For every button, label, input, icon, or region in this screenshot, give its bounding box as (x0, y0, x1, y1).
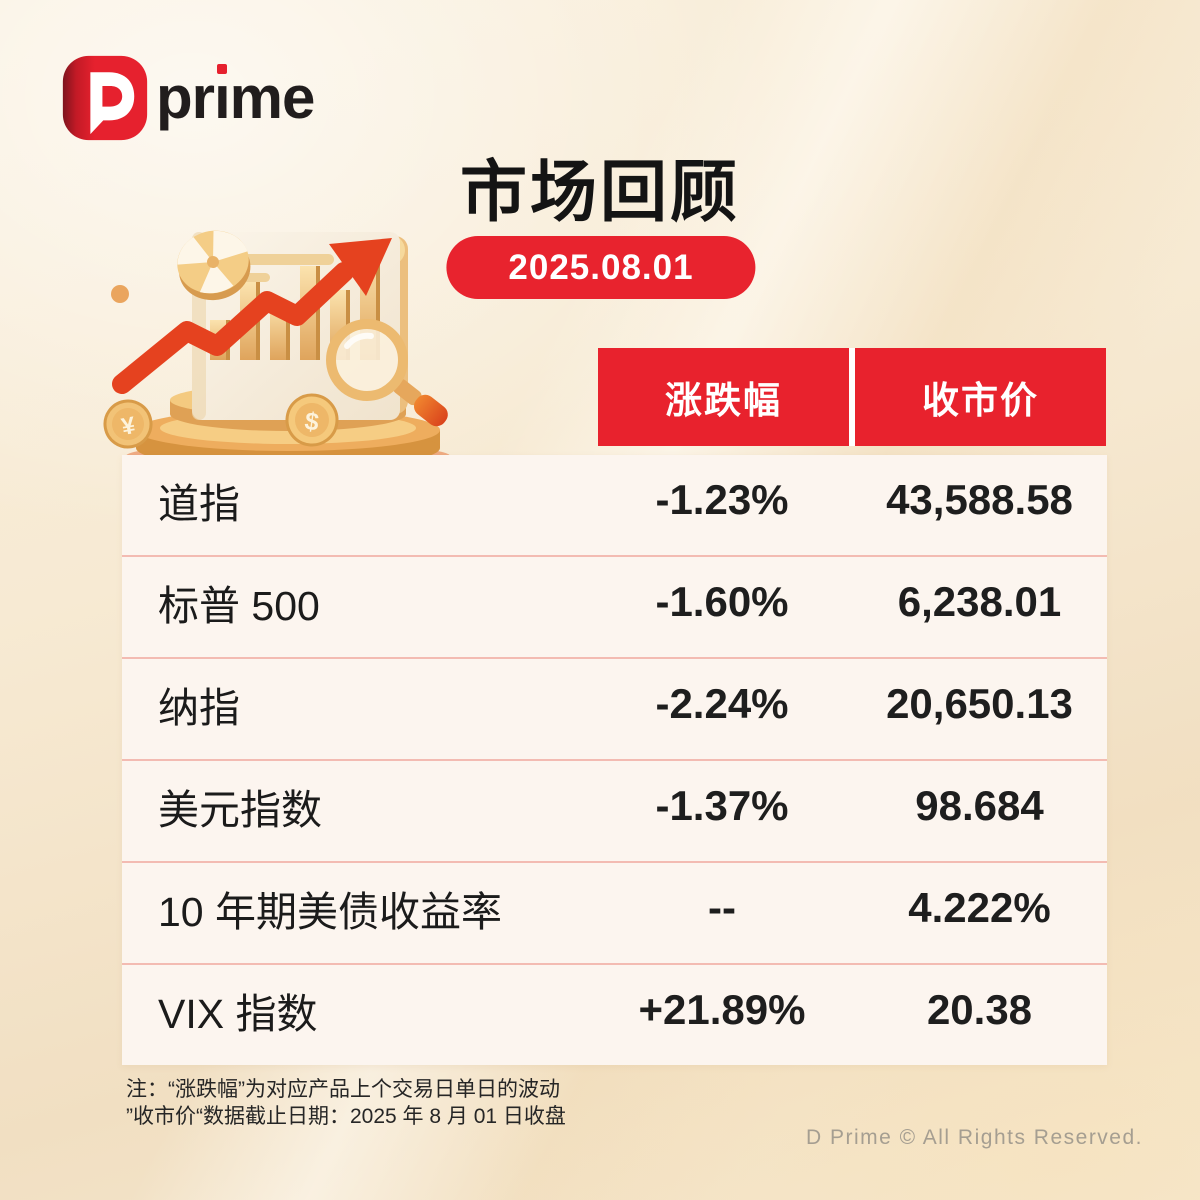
row-change: +21.89% (638, 986, 806, 1033)
dprime-logo-icon (62, 55, 148, 141)
row-label: 10 年期美债收益率 (158, 889, 502, 935)
table-row: VIX 指数 +21.89% 20.38 (122, 963, 1107, 1065)
row-close: 6,238.01 (897, 578, 1062, 625)
brand-text-post: me (229, 64, 316, 131)
brand-wordmark: pr ı me (156, 55, 316, 141)
footnote-line-2: ”收市价“数据截止日期：2025 年 8 月 01 日收盘 (126, 1105, 566, 1128)
copyright-text: D Prime © All Rights Reserved. (805, 1126, 1143, 1149)
dollar-coin-icon: $ (285, 393, 339, 447)
row-close: 4.222% (908, 884, 1051, 931)
market-illustration: ¥ $ (103, 230, 450, 469)
table-row: 10 年期美债收益率 -- 4.222% (122, 861, 1107, 963)
table-row: 道指 -1.23% 43,588.58 (122, 455, 1107, 555)
row-close: 20,650.13 (886, 680, 1073, 727)
table-row: 标普 500 -1.60% 6,238.01 (122, 555, 1107, 657)
date-badge: 2025.08.01 (446, 236, 756, 299)
row-label: 纳指 (158, 685, 240, 731)
column-header-close: 收市价 (855, 348, 1106, 446)
row-change: -- (708, 884, 736, 931)
table-row: 纳指 -2.24% 20,650.13 (122, 657, 1107, 759)
row-change: -1.37% (655, 782, 789, 829)
trend-arrow-icon (112, 238, 392, 394)
magnifier-icon (326, 319, 448, 427)
row-label: 道指 (158, 481, 240, 527)
brand-text-pre: pr (156, 64, 215, 131)
row-close: 43,588.58 (886, 476, 1073, 523)
column-header-change: 涨跌幅 (598, 348, 849, 446)
row-label: 美元指数 (158, 787, 322, 833)
row-close: 20.38 (926, 986, 1033, 1033)
table-row: 美元指数 -1.37% 98.684 (122, 759, 1107, 861)
row-label: 标普 500 (158, 583, 320, 629)
row-label: VIX 指数 (158, 991, 318, 1037)
brand-letter-i: ı (214, 55, 231, 141)
row-close: 98.684 (915, 782, 1044, 829)
row-change: -1.60% (655, 578, 789, 625)
dollar-symbol: $ (303, 407, 321, 437)
floating-dot (111, 285, 129, 303)
footnote-line-1: 注：“涨跌幅”为对应产品上个交易日单日的波动 (126, 1078, 560, 1101)
pie-chart-icon (177, 230, 251, 301)
row-change: -1.23% (655, 476, 789, 523)
yuan-coin-icon: ¥ (103, 399, 153, 449)
table-column-headers: 涨跌幅 收市价 (598, 348, 1106, 446)
market-table-body: 道指 -1.23% 43,588.58 标普 500 -1.60% 6,238.… (122, 455, 1107, 1065)
footnotes: 注：“涨跌幅”为对应产品上个交易日单日的波动 ”收市价“数据截止日期：2025 … (126, 1076, 566, 1130)
page-title: 市场回顾 (460, 155, 740, 230)
yuan-symbol: ¥ (120, 412, 138, 441)
row-change: -2.24% (655, 680, 789, 727)
dprime-logo: pr ı me (62, 55, 316, 141)
